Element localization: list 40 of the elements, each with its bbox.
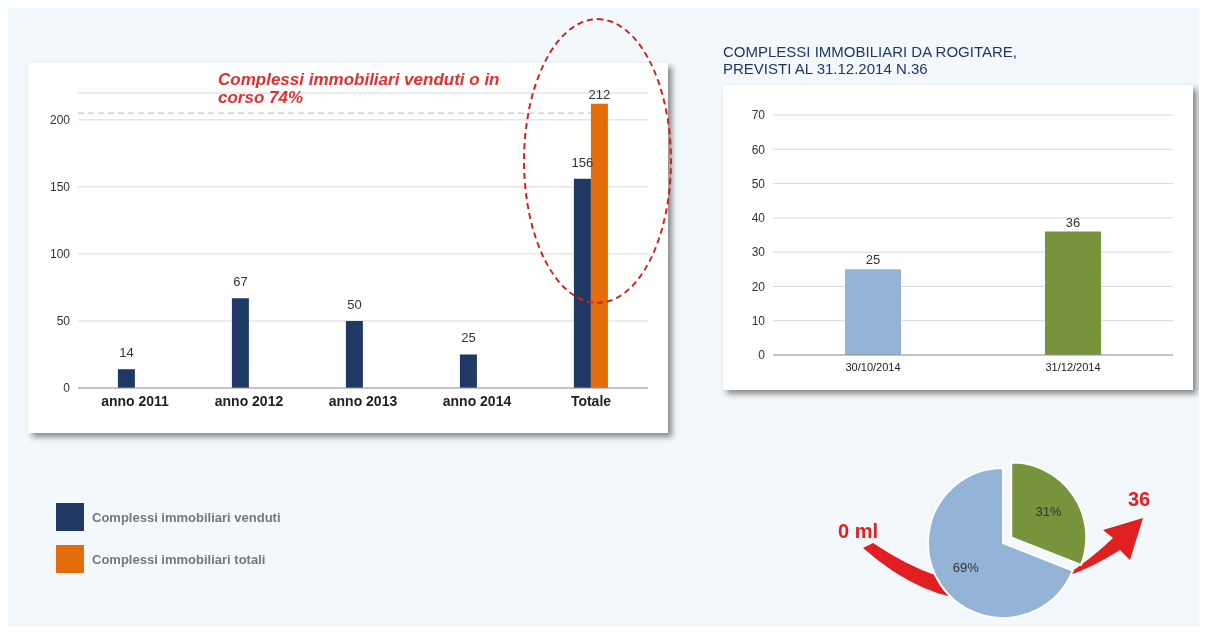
y-tick-label: 200 (49, 113, 71, 128)
data-label: 14 (119, 345, 134, 361)
y-tick-label: 60 (751, 142, 766, 157)
x-tick-label: anno 2013 (328, 392, 398, 409)
y-tick-label: 70 (751, 108, 766, 123)
bar (573, 178, 591, 388)
text: 36 (1128, 488, 1151, 511)
y-tick-label: 50 (56, 314, 71, 329)
data-label: 31% (1035, 503, 1062, 519)
data-label: 25 (461, 330, 476, 346)
bar (231, 298, 249, 388)
data-label: 69% (952, 559, 980, 575)
y-tick-label: 30 (751, 245, 766, 260)
data-label: 25 (865, 252, 881, 268)
legend-label: Complessi immobiliari venduti (92, 509, 281, 525)
legend-label: Complessi immobiliari totali (92, 551, 266, 567)
x-tick-label: Totale (570, 392, 612, 409)
bar (459, 354, 477, 388)
y-tick-label: 150 (49, 180, 71, 195)
data-label: 36 (1065, 214, 1081, 230)
y-tick-label: 0 (63, 381, 71, 396)
x-tick-label: 31/12/2014 (1045, 360, 1101, 373)
x-tick-label: anno 2014 (442, 392, 512, 409)
x-tick-label: anno 2012 (214, 392, 284, 409)
data-label: 67 (233, 274, 248, 290)
y-tick-label: 0 (758, 348, 766, 363)
y-tick-label: 40 (751, 211, 766, 226)
y-tick-label: 100 (49, 247, 71, 262)
data-label: 50 (347, 296, 362, 312)
text: 0 ml (838, 520, 879, 543)
annotation: Complessi immobiliari venduti o in corso 74% (218, 70, 501, 107)
bar (117, 369, 135, 388)
y-tick-label: 50 (751, 176, 766, 191)
y-tick-label: 20 (751, 279, 766, 294)
x-tick-label: 30/10/2014 (845, 360, 901, 373)
y-tick-label: 10 (751, 313, 766, 328)
bar (345, 320, 363, 388)
data-label: 212 (588, 86, 611, 102)
x-tick-label: anno 2011 (101, 392, 170, 409)
chart-title: COMPLESSI IMMOBILIARI DA ROGITARE, PREVISTI AL 31.12.2014 N.36 (723, 43, 1018, 77)
